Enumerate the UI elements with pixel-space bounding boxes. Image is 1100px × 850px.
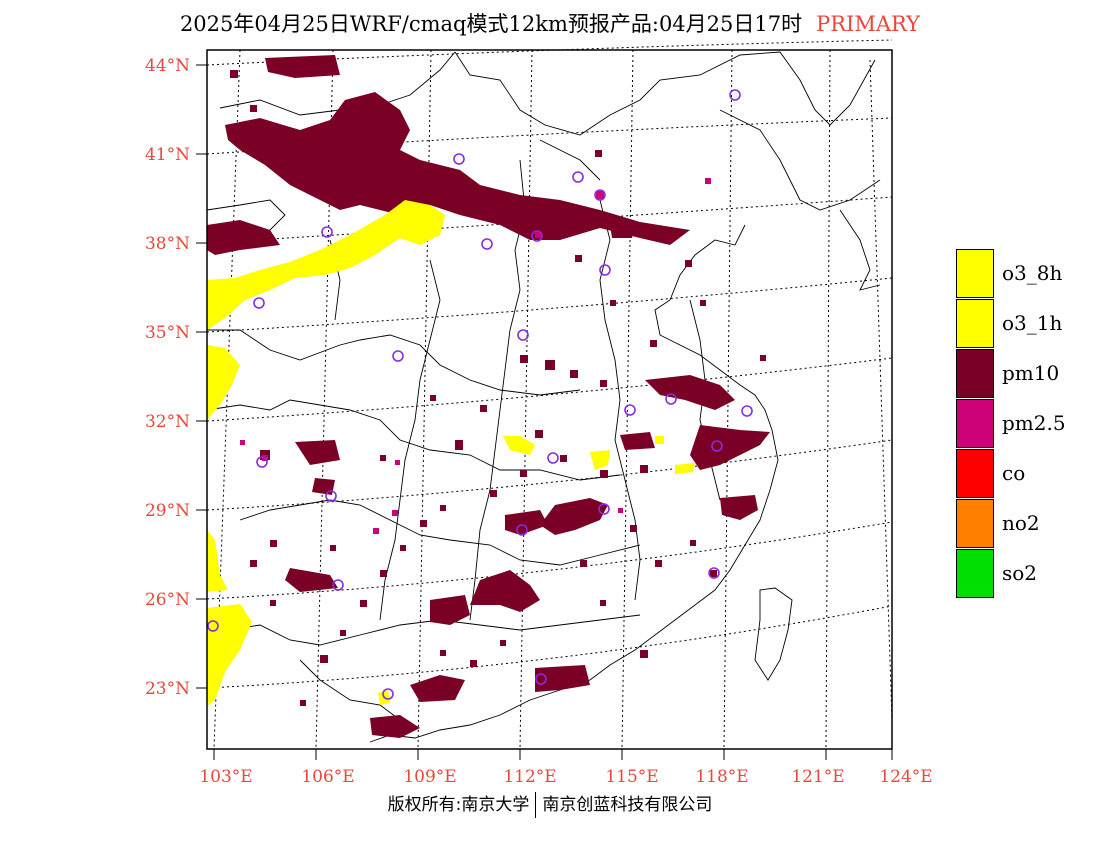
lat-axis: 44°N 41°N 38°N 35°N 32°N 29°N 26°N 23°N bbox=[145, 56, 207, 699]
lat-label-32: 32°N bbox=[145, 412, 190, 432]
legend-swatch bbox=[956, 349, 994, 398]
lon-label-112: 112°E bbox=[503, 767, 556, 787]
lon-label-121: 121°E bbox=[791, 767, 844, 787]
legend-swatch bbox=[956, 299, 994, 348]
legend-label: pm10 bbox=[1002, 361, 1060, 385]
legend-label: o3_8h bbox=[1002, 261, 1063, 285]
lon-label-106: 106°E bbox=[301, 767, 354, 787]
legend-label: so2 bbox=[1002, 561, 1038, 585]
lon-label-115: 115°E bbox=[605, 767, 658, 787]
lon-label-118: 118°E bbox=[695, 767, 748, 787]
lon-label-109: 109°E bbox=[403, 767, 456, 787]
legend-swatch bbox=[956, 249, 994, 298]
copyright-left: 版权所有:南京大学 bbox=[387, 795, 530, 815]
map-title-text: 2025年04月25日WRF/cmaq模式12km预报产品:04月25日17时 bbox=[179, 12, 803, 36]
legend-swatch bbox=[956, 399, 994, 448]
copyright-footer: 版权所有:南京大学 南京创蓝科技有限公司 bbox=[0, 790, 1100, 818]
map-frame bbox=[206, 49, 893, 750]
pm10-regions bbox=[207, 55, 770, 738]
legend-label: no2 bbox=[1002, 511, 1040, 535]
lat-label-23: 23°N bbox=[145, 679, 190, 699]
lat-label-41: 41°N bbox=[145, 145, 190, 165]
primary-tag: PRIMARY bbox=[816, 12, 921, 36]
map-title: 2025年04月25日WRF/cmaq模式12km预报产品:04月25日17时 P… bbox=[0, 8, 1100, 38]
boundaries bbox=[206, 51, 881, 743]
legend-swatch bbox=[956, 549, 994, 598]
lon-axis: 103°E 106°E 109°E 112°E 115°E 118°E 121°… bbox=[199, 749, 933, 787]
o3-regions bbox=[207, 200, 695, 706]
footer-separator bbox=[535, 792, 537, 818]
copyright-right: 南京创蓝科技有限公司 bbox=[542, 795, 713, 815]
lat-label-38: 38°N bbox=[145, 234, 190, 254]
lon-label-103: 103°E bbox=[199, 767, 252, 787]
legend-swatch bbox=[956, 449, 994, 498]
lon-label-124: 124°E bbox=[879, 767, 932, 787]
lat-label-29: 29°N bbox=[145, 501, 190, 521]
lat-label-35: 35°N bbox=[145, 323, 190, 343]
lat-label-44: 44°N bbox=[145, 56, 190, 76]
legend-label: o3_1h bbox=[1002, 311, 1063, 335]
legend-swatch bbox=[956, 499, 994, 548]
city-markers bbox=[207, 89, 753, 700]
lat-label-26: 26°N bbox=[145, 590, 190, 610]
legend-label: pm2.5 bbox=[1002, 411, 1066, 435]
legend-label: co bbox=[1002, 461, 1026, 485]
